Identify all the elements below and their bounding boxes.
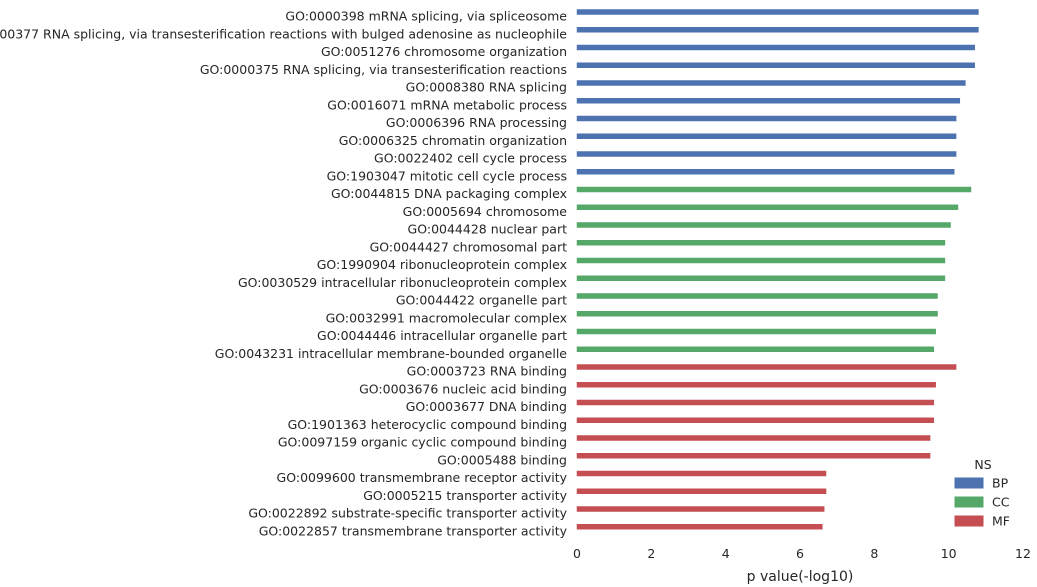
category-label: GO:0022857 transmembrane transporter act… [259, 523, 568, 538]
category-label: GO:0022402 cell cycle process [374, 151, 567, 166]
category-label: GO:0003676 nucleic acid binding [359, 381, 567, 396]
bar [576, 417, 935, 423]
legend-label: CC [992, 495, 1010, 510]
category-label: GO:0051276 chromosome organization [321, 44, 567, 59]
bar [576, 80, 966, 86]
x-axis-title: p value(-log10) [747, 569, 854, 585]
x-tick-label: 4 [722, 546, 730, 561]
category-label: GO:0099600 transmembrane receptor activi… [277, 470, 568, 485]
bar [576, 115, 957, 122]
bar [576, 524, 823, 530]
category-label: GO:0006396 RNA processing [386, 115, 567, 130]
category-label: GO:0000375 RNA splicing, via transesteri… [200, 62, 567, 77]
bar [576, 364, 957, 370]
bar [576, 222, 951, 228]
bar [576, 328, 936, 335]
legend-label: BP [992, 476, 1009, 491]
category-label: GO:0032991 macromolecular complex [326, 310, 567, 325]
bar [576, 311, 938, 317]
category-label: GO:0006325 chromatin organization [339, 133, 567, 148]
bar [576, 98, 961, 104]
x-tick-label: 8 [870, 546, 878, 561]
category-label: GO:0044427 chromosomal part [370, 239, 567, 254]
category-label: GO:1901363 heterocyclic compound binding [288, 417, 567, 432]
bar [576, 133, 957, 139]
category-label: GO:0000398 mRNA splicing, via spliceosom… [285, 9, 567, 24]
category-label: GO:0022892 substrate-specific transporte… [248, 506, 567, 521]
category-label: GO:0016071 mRNA metabolic process [327, 97, 567, 112]
bar [576, 9, 979, 15]
category-label: GO:0043231 intracellular membrane-bounde… [215, 346, 568, 361]
bar [576, 293, 938, 299]
category-label: GO:0044428 nuclear part [408, 222, 568, 237]
bar [576, 257, 946, 264]
x-axis-ticks: 0 2 4 6 8 10 12 [573, 546, 1031, 561]
bar [576, 399, 935, 406]
bar [576, 488, 827, 494]
legend: NS BP CC MF [954, 457, 1010, 529]
bar [576, 186, 972, 193]
category-label: GO:0044815 DNA packaging complex [331, 186, 567, 201]
bars [576, 9, 979, 530]
x-tick-label: 2 [647, 546, 655, 561]
category-label: GO:1990904 ribonucleoprotein complex [317, 257, 567, 272]
category-label: GO:0008380 RNA splicing [406, 80, 567, 95]
x-tick-label: 6 [796, 546, 804, 561]
bar [576, 382, 936, 388]
category-label: GO:0005488 binding [437, 452, 567, 467]
category-label: GO:0003723 RNA binding [407, 364, 567, 379]
category-label: GO:0044446 intracellular organelle part [317, 328, 567, 343]
bar [576, 44, 975, 51]
category-label: GO:0000377 RNA splicing, via transesteri… [0, 26, 567, 41]
bar [576, 62, 975, 68]
bar [576, 151, 957, 157]
legend-swatch [954, 477, 984, 489]
bar [576, 240, 946, 246]
bar [576, 27, 979, 33]
bar [576, 470, 827, 477]
bar [576, 169, 955, 175]
bar [576, 453, 931, 459]
bar [576, 506, 825, 512]
category-label: GO:0044422 organelle part [396, 293, 567, 308]
category-label: GO:1903047 mitotic cell cycle process [327, 168, 567, 183]
legend-swatch [954, 515, 984, 527]
category-label: GO:0097159 organic cyclic compound bindi… [278, 435, 567, 450]
category-label: GO:0003677 DNA binding [406, 399, 567, 414]
bar [576, 204, 959, 210]
x-tick-label: 10 [941, 546, 957, 561]
bar [576, 346, 935, 352]
category-label: GO:0005694 chromosome [403, 204, 568, 219]
bar [576, 275, 946, 281]
category-label: GO:0030529 intracellular ribonucleoprote… [238, 275, 567, 290]
category-label: GO:0005215 transporter activity [363, 488, 567, 503]
category-labels: GO:0000398 mRNA splicing, via spliceosom… [0, 9, 568, 539]
x-tick-label: 12 [1015, 546, 1031, 561]
legend-swatch [954, 496, 984, 508]
legend-title: NS [974, 457, 991, 472]
legend-label: MF [992, 514, 1010, 529]
x-tick-label: 0 [573, 546, 581, 561]
bar [576, 435, 931, 441]
